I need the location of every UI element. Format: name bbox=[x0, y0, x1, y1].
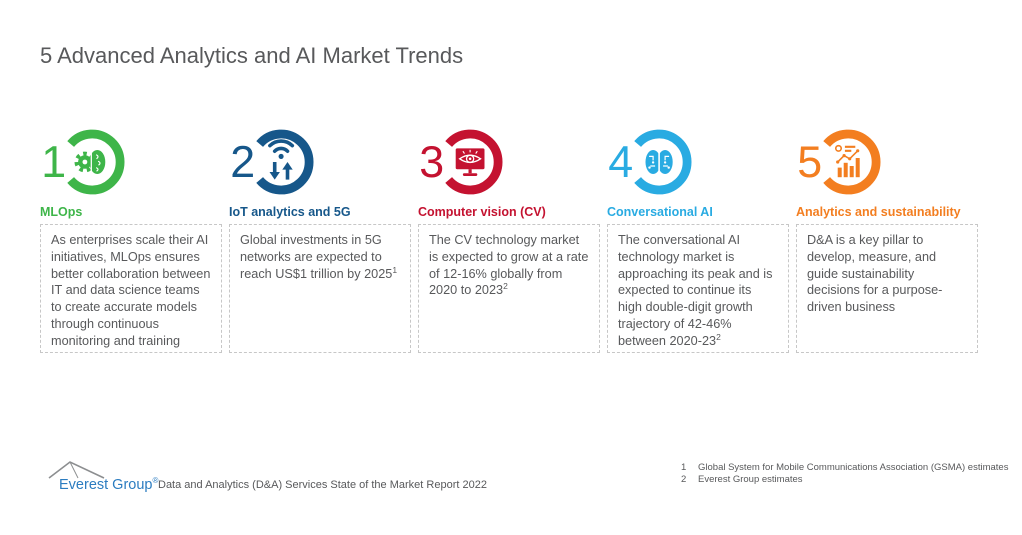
everest-group-logo: Everest Group® bbox=[48, 460, 158, 493]
trends-row: 1 MLOps As enterprises scale their AI in… bbox=[40, 126, 978, 353]
trend-number: 4 bbox=[608, 137, 633, 187]
trend-title-computer-vision: Computer vision (CV) bbox=[418, 205, 546, 219]
circuit-brain-icon: 4 bbox=[607, 126, 789, 198]
trend-column-iot-5g: 2 IoT analytics and 5G Global investment… bbox=[229, 126, 411, 353]
report-source-text: Data and Analytics (D&A) Services State … bbox=[158, 479, 487, 491]
sustainability-chart-icon: 5 bbox=[796, 126, 978, 198]
footnote-number: 2 bbox=[681, 474, 687, 485]
trend-number: 2 bbox=[230, 137, 255, 187]
trend-column-analytics-sustainability: 5 Analytics and sustainability D&A is a bbox=[796, 126, 978, 353]
trend-title-conversational-ai: Conversational AI bbox=[607, 205, 713, 219]
trend-number: 5 bbox=[797, 137, 822, 187]
footnote-text: Everest Group estimates bbox=[698, 474, 803, 485]
footnote-2: 2 Everest Group estimates bbox=[681, 474, 1008, 486]
trend-description-analytics-sustainability: D&A is a key pillar to develop, measure,… bbox=[796, 224, 978, 353]
monitor-eye-icon: 3 bbox=[418, 126, 600, 198]
registered-mark: ® bbox=[152, 476, 159, 486]
wifi-arrows-icon: 2 bbox=[229, 126, 411, 198]
trend-description-computer-vision: The CV technology market is expected to … bbox=[418, 224, 600, 353]
trend-title-mlops: MLOps bbox=[40, 205, 83, 219]
footnote-number: 1 bbox=[681, 462, 687, 473]
trend-column-mlops: 1 MLOps As enterprises scale their AI in… bbox=[40, 126, 222, 353]
mountain-peak-icon bbox=[48, 461, 105, 479]
footer-source: Everest Group® Data and Analytics (D&A) … bbox=[48, 460, 487, 493]
footnote-text: Global System for Mobile Communications … bbox=[698, 462, 1009, 473]
footnote-marker: 1 bbox=[392, 264, 398, 275]
trend-column-conversational-ai: 4 Conversational AI The conversational A… bbox=[607, 126, 789, 353]
trend-description-iot-5g: Global investments in 5G networks are ex… bbox=[229, 224, 411, 353]
footnote-marker: 2 bbox=[716, 331, 721, 342]
trend-description-text: Global investments in 5G networks are ex… bbox=[240, 233, 393, 281]
trend-description-text: D&A is a key pillar to develop, measure,… bbox=[807, 233, 943, 315]
footnotes: 1 Global System for Mobile Communication… bbox=[681, 462, 1008, 486]
trend-description-conversational-ai: The conversational AI technology market … bbox=[607, 224, 789, 353]
logo-text: Everest Group bbox=[59, 477, 153, 493]
trend-description-text: The conversational AI technology market … bbox=[618, 233, 773, 348]
trend-title-iot-5g: IoT analytics and 5G bbox=[229, 205, 351, 219]
footnote-marker: 2 bbox=[503, 281, 508, 292]
everest-group-wordmark: Everest Group® bbox=[59, 477, 158, 493]
trend-description-text: The CV technology market is expected to … bbox=[429, 233, 589, 298]
gear-brain-icon: 1 bbox=[40, 126, 222, 198]
trend-title-analytics-sustainability: Analytics and sustainability bbox=[796, 205, 961, 219]
page-title: 5 Advanced Analytics and AI Market Trend… bbox=[40, 43, 464, 68]
trend-description-mlops: As enterprises scale their AI initiative… bbox=[40, 224, 222, 353]
footnote-1: 1 Global System for Mobile Communication… bbox=[681, 462, 1008, 474]
trend-number: 3 bbox=[419, 137, 444, 187]
trend-number: 1 bbox=[41, 137, 66, 187]
trend-column-computer-vision: 3 Computer vision (CV) The CV technology… bbox=[418, 126, 600, 353]
trend-description-text: As enterprises scale their AI initiative… bbox=[51, 233, 211, 348]
